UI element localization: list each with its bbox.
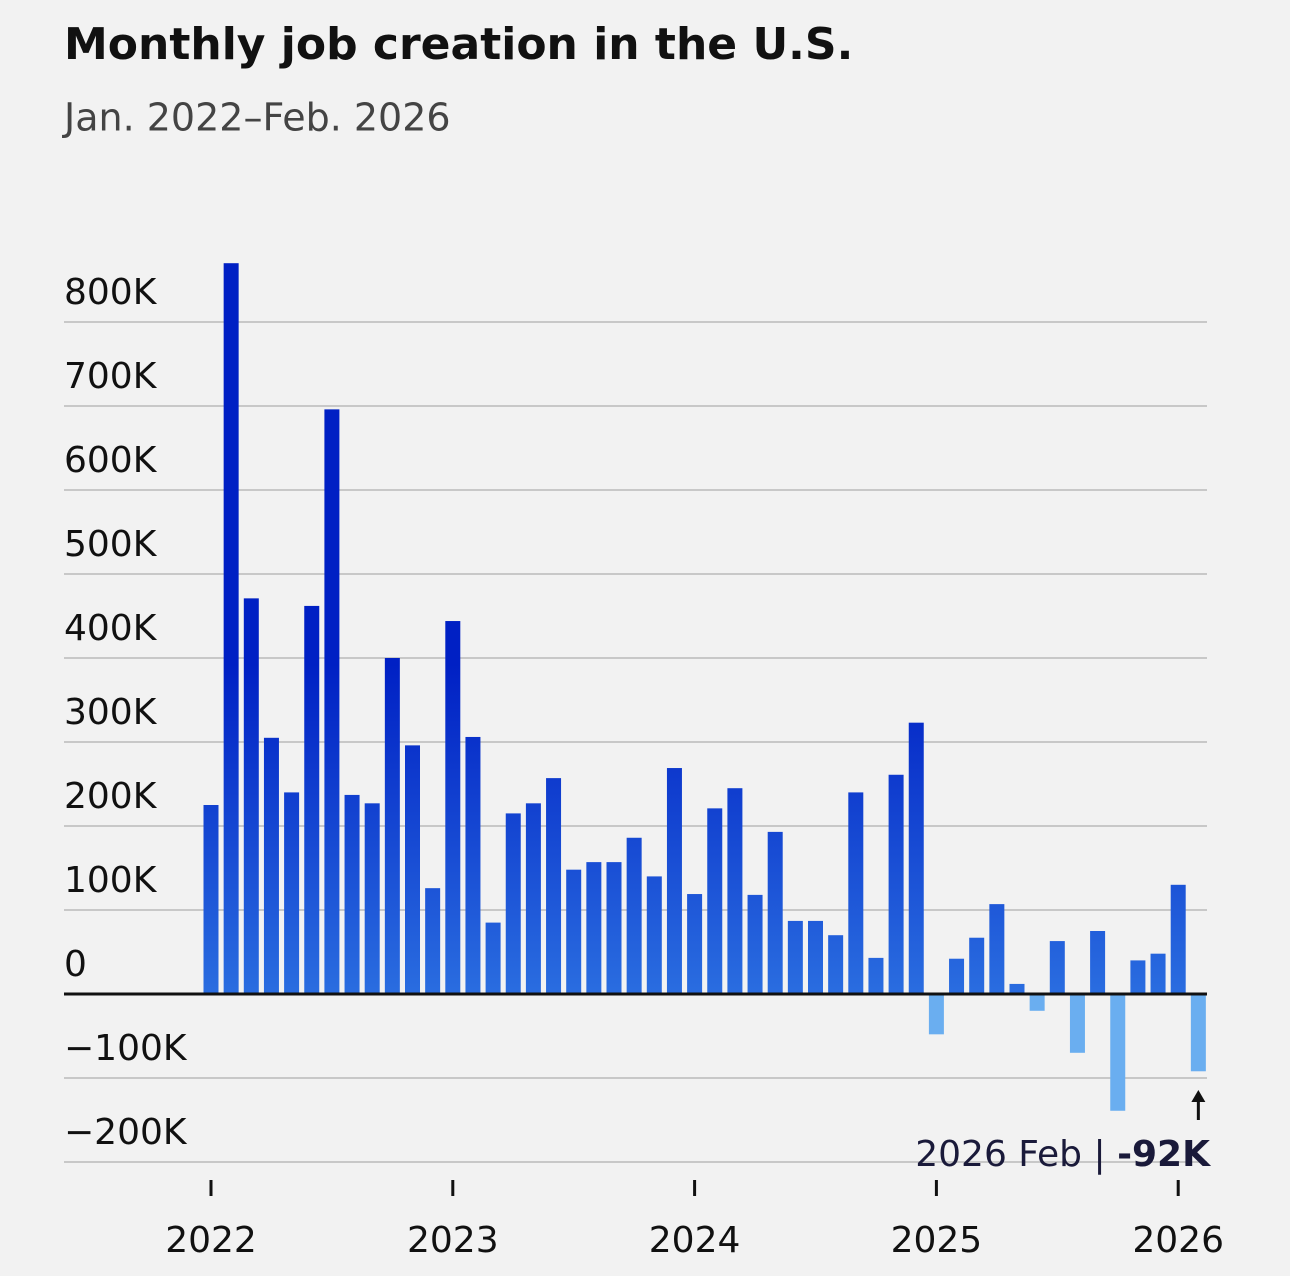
x-tick-label: 2023 [407,1220,499,1261]
bar [848,792,864,994]
y-tick-label: 700K [64,356,158,397]
bar [787,920,803,994]
x-tick-label: 2025 [891,1220,983,1261]
y-tick-label: −100K [64,1028,188,1069]
bar [465,736,481,994]
bar [949,958,965,994]
bar [384,658,400,994]
bar [405,745,420,994]
bar [525,803,541,994]
y-tick-label: 200K [64,776,158,817]
bar [485,922,501,994]
bar [1170,884,1186,994]
bar [989,904,1005,994]
x-tick-label: 2024 [649,1220,741,1261]
chart-title: Monthly job creation in the U.S. [64,19,853,70]
bar [828,935,844,994]
bar [1009,983,1025,994]
bar [263,737,279,994]
bar [1110,994,1126,1111]
bar [1130,960,1146,994]
bar [566,869,582,994]
y-tick-label: 100K [64,860,158,901]
annotation-text: 2026 Feb | [915,1134,1105,1175]
bar [646,876,662,994]
bar [626,837,642,994]
bar [707,808,723,994]
bar [727,788,743,994]
arrow-head [1191,1090,1206,1102]
y-tick-label: 400K [64,608,158,649]
bar [1049,941,1065,994]
bar [969,937,985,994]
bar [1069,994,1085,1053]
x-tick-label: 2026 [1132,1220,1224,1261]
bar [808,920,823,994]
bar [747,894,763,994]
y-tick-label: 300K [64,692,158,733]
y-tick-label: 0 [64,944,87,985]
bar [223,263,239,994]
bar [243,598,259,994]
bar [1029,994,1045,1011]
chart-subtitle: Jan. 2022–Feb. 2026 [62,96,451,140]
bar [203,805,219,994]
bar [666,768,682,994]
bar [687,894,703,994]
bar [1150,953,1166,994]
bar [445,621,461,994]
bar [546,778,562,994]
x-tick-label: 2022 [165,1220,257,1261]
bar [586,862,602,994]
bar [928,994,944,1035]
bar [767,831,783,994]
bar [1190,994,1206,1072]
bar [364,803,380,994]
bar [425,888,441,994]
value-label: -92K [1117,1134,1211,1175]
y-tick-label: −200K [64,1112,188,1153]
y-tick-label: 500K [64,524,158,565]
bar [344,794,360,994]
bar [304,605,320,994]
y-tick-label: 600K [64,440,158,481]
bar [324,409,340,994]
bar [606,862,622,994]
bar [908,722,924,994]
annotation: 2026 Feb | -92K [915,1134,1211,1175]
y-tick-label: 800K [64,272,158,313]
bar [868,957,884,994]
bar [505,813,521,994]
bar [284,792,300,994]
bar [1090,931,1106,994]
bar [888,774,904,994]
